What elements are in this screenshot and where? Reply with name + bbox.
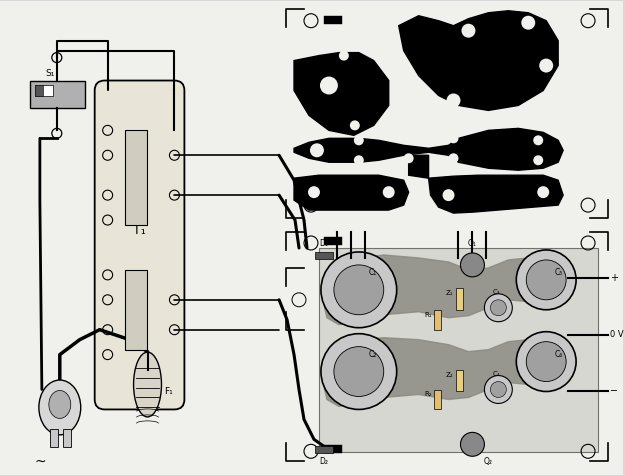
- Text: C₃: C₃: [492, 289, 500, 295]
- Text: R₂: R₂: [424, 391, 432, 397]
- Circle shape: [449, 133, 459, 143]
- Bar: [456, 369, 464, 391]
- Text: Q₁: Q₁: [468, 239, 477, 248]
- Bar: [324, 237, 342, 245]
- Text: D₂: D₂: [319, 457, 328, 466]
- Text: ~: ~: [34, 454, 46, 468]
- Circle shape: [526, 342, 566, 382]
- Circle shape: [533, 135, 543, 145]
- Polygon shape: [324, 255, 573, 325]
- Ellipse shape: [49, 390, 71, 418]
- Text: F₁: F₁: [164, 387, 173, 396]
- Text: 0 V: 0 V: [610, 330, 624, 339]
- Polygon shape: [429, 175, 563, 213]
- Circle shape: [321, 252, 397, 327]
- Circle shape: [461, 432, 484, 456]
- Circle shape: [339, 50, 349, 60]
- Circle shape: [539, 59, 553, 72]
- Bar: [324, 200, 342, 208]
- Circle shape: [320, 77, 338, 94]
- Polygon shape: [399, 11, 558, 110]
- Circle shape: [446, 93, 461, 108]
- Bar: [315, 446, 333, 453]
- Ellipse shape: [134, 352, 161, 417]
- Circle shape: [484, 294, 512, 322]
- Circle shape: [310, 143, 324, 157]
- Bar: [434, 389, 441, 409]
- Bar: [35, 85, 53, 97]
- Text: D₁: D₁: [319, 239, 328, 248]
- Text: C₂: C₂: [369, 350, 377, 358]
- Text: T₁: T₁: [133, 224, 146, 237]
- Bar: [324, 446, 342, 453]
- Bar: [324, 16, 342, 24]
- Circle shape: [442, 189, 454, 201]
- Circle shape: [533, 155, 543, 165]
- Polygon shape: [294, 175, 409, 210]
- Circle shape: [308, 186, 320, 198]
- Bar: [434, 310, 441, 330]
- Circle shape: [354, 155, 364, 165]
- Circle shape: [491, 382, 506, 397]
- Circle shape: [350, 120, 360, 130]
- Bar: [124, 270, 146, 350]
- Polygon shape: [294, 53, 389, 135]
- Bar: [456, 288, 464, 310]
- FancyBboxPatch shape: [95, 80, 184, 409]
- Circle shape: [461, 24, 476, 38]
- Bar: [62, 429, 71, 447]
- Circle shape: [404, 133, 414, 143]
- Circle shape: [354, 135, 364, 145]
- Text: S₁: S₁: [45, 69, 54, 78]
- Bar: [30, 80, 85, 109]
- Polygon shape: [409, 155, 429, 178]
- Circle shape: [382, 186, 395, 198]
- Circle shape: [491, 300, 506, 316]
- Bar: [50, 429, 58, 447]
- Circle shape: [538, 186, 549, 198]
- Text: Q₂: Q₂: [483, 457, 492, 466]
- Text: C₅: C₅: [554, 268, 562, 277]
- Circle shape: [321, 334, 397, 409]
- Text: C₄: C₄: [492, 370, 500, 377]
- Bar: [35, 85, 43, 97]
- Bar: [124, 130, 146, 225]
- Text: ─: ─: [610, 387, 616, 397]
- Text: C₆: C₆: [554, 350, 562, 358]
- Circle shape: [484, 376, 512, 404]
- Ellipse shape: [39, 380, 81, 435]
- Circle shape: [334, 347, 384, 397]
- Circle shape: [521, 16, 535, 30]
- Text: +: +: [610, 273, 618, 283]
- Text: C₁: C₁: [369, 268, 377, 277]
- Text: Z₂: Z₂: [446, 372, 454, 377]
- Circle shape: [449, 153, 459, 163]
- Polygon shape: [294, 129, 563, 170]
- Bar: [315, 252, 333, 259]
- Circle shape: [516, 332, 576, 391]
- Text: R₁: R₁: [424, 312, 432, 318]
- Circle shape: [516, 250, 576, 310]
- Circle shape: [404, 153, 414, 163]
- Circle shape: [461, 253, 484, 277]
- Polygon shape: [324, 337, 573, 407]
- Bar: [319, 248, 598, 452]
- Circle shape: [526, 260, 566, 300]
- Circle shape: [334, 265, 384, 315]
- Text: Z₁: Z₁: [446, 290, 454, 296]
